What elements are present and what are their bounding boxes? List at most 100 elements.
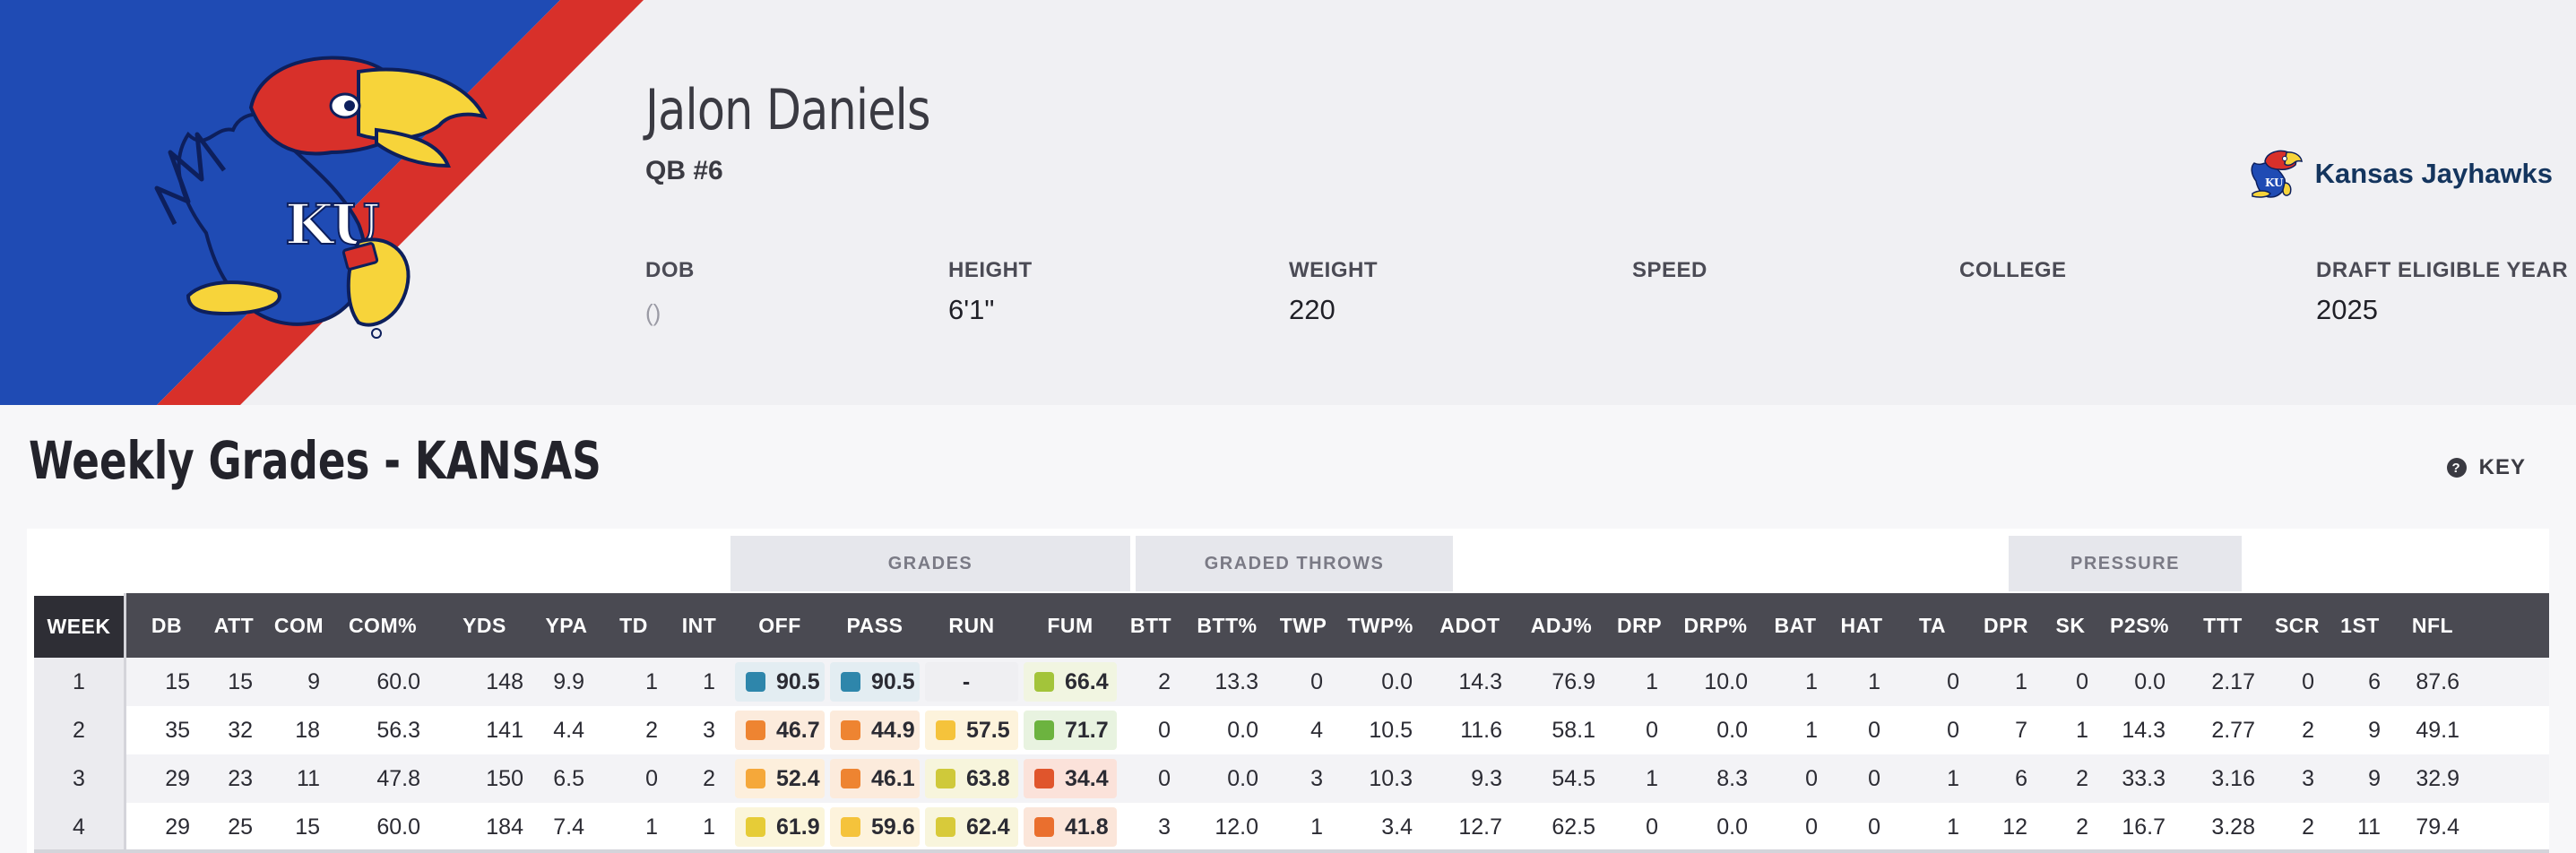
column-header-yds[interactable]: YDS xyxy=(462,613,506,637)
column-header-twp[interactable]: TWP xyxy=(1279,613,1327,637)
column-header-bat[interactable]: BAT xyxy=(1774,613,1817,637)
stat-cell: 3.16 xyxy=(2211,765,2255,791)
column-header-sk[interactable]: SK xyxy=(2055,613,2086,637)
week-cell[interactable]: 4 xyxy=(34,803,124,851)
week-cell[interactable]: 1 xyxy=(34,658,124,706)
stat-cell: 56.3 xyxy=(376,717,420,743)
stat-cell: 11 xyxy=(297,765,320,791)
column-header-pass[interactable]: PASS xyxy=(846,613,903,637)
column-header-com[interactable]: COM xyxy=(273,613,324,637)
column-header-btt[interactable]: BTT xyxy=(1129,613,1172,637)
run-grade[interactable]: 63.8 xyxy=(925,759,1018,798)
fum-grade[interactable]: 34.4 xyxy=(1024,759,1117,798)
player-name: Jalon Daniels xyxy=(645,77,930,142)
stat-cell: 0.0 xyxy=(1227,765,1258,791)
stat-cell: 7.4 xyxy=(553,814,584,840)
column-header-fum[interactable]: FUM xyxy=(1047,613,1094,637)
fum-grade[interactable]: 66.4 xyxy=(1024,662,1117,702)
column-header-nfl[interactable]: NFL xyxy=(2411,613,2454,637)
stat-cell: 6.5 xyxy=(553,765,584,791)
table-header-row: WEEK DB ATT COM COM% YDS YPA TD INT OFF PASS RUN FUM… xyxy=(34,593,2549,658)
grade-color-swatch xyxy=(841,769,860,788)
grade-value: 44.9 xyxy=(871,717,915,743)
stat-cell: 3 xyxy=(703,717,715,743)
grade-color-swatch xyxy=(746,769,765,788)
pass-grade[interactable]: 44.9 xyxy=(830,711,920,750)
off-grade[interactable]: 61.9 xyxy=(735,807,825,847)
week-column-divider xyxy=(124,593,126,853)
week-cell[interactable]: 2 xyxy=(34,706,124,754)
column-header-adot[interactable]: ADOT xyxy=(1439,613,1500,637)
stat-cell: 10.5 xyxy=(1369,717,1413,743)
stat-cell: 18 xyxy=(295,717,320,743)
table-row: 2 35 32 18 56.3 141 4.4 2 3 46.7 44.9 57.5 71.7 0 0.0 4… xyxy=(34,706,2549,754)
stat-cell: 184 xyxy=(486,814,523,840)
stat-cell: 0 xyxy=(1868,814,1880,840)
stat-cell: 0 xyxy=(1158,717,1171,743)
stat-cell: 14.3 xyxy=(1458,668,1502,694)
key-button[interactable]: ? KEY xyxy=(2446,455,2526,480)
column-header-adj-pct[interactable]: ADJ% xyxy=(1530,613,1593,637)
off-grade[interactable]: 46.7 xyxy=(735,711,825,750)
column-header-td[interactable]: TD xyxy=(619,613,648,637)
grade-value: 46.1 xyxy=(871,765,915,791)
week-cell[interactable]: 3 xyxy=(34,754,124,803)
column-header-1st[interactable]: 1ST xyxy=(2340,613,2380,637)
table-row: 3 29 23 11 47.8 150 6.5 0 2 52.4 46.1 63.8 34.4 0 0.0 3… xyxy=(34,754,2549,803)
column-header-com-pct[interactable]: COM% xyxy=(348,613,418,637)
column-header-scr[interactable]: SCR xyxy=(2274,613,2321,637)
height-value: 6'1" xyxy=(948,294,995,325)
stat-cell: 4.4 xyxy=(553,717,584,743)
stat-cell: 2 xyxy=(2076,814,2088,840)
column-header-hat[interactable]: HAT xyxy=(1840,613,1883,637)
run-grade[interactable]: 62.4 xyxy=(925,807,1018,847)
stat-cell: 1 xyxy=(1646,765,1658,791)
stat-cell: 32 xyxy=(228,717,253,743)
column-header-btt-pct[interactable]: BTT% xyxy=(1197,613,1258,637)
grade-color-swatch xyxy=(746,817,765,837)
run-grade[interactable]: - xyxy=(925,662,1018,702)
fum-grade[interactable]: 71.7 xyxy=(1024,711,1117,750)
column-header-db[interactable]: DB xyxy=(151,613,183,637)
stat-cell: 12.0 xyxy=(1215,814,1258,840)
column-header-ypa[interactable]: YPA xyxy=(545,613,588,637)
speed-label: SPEED xyxy=(1632,258,1707,282)
weight-value: 220 xyxy=(1289,294,1336,325)
column-groups: GRADES GRADED THROWS PRESSURE xyxy=(27,536,2549,591)
stat-cell: 0 xyxy=(1310,668,1323,694)
off-grade[interactable]: 90.5 xyxy=(735,662,825,702)
column-header-att[interactable]: ATT xyxy=(213,613,255,637)
stat-cell: 16.7 xyxy=(2122,814,2165,840)
column-header-p2s-pct[interactable]: P2S% xyxy=(2110,613,2169,637)
column-header-twp-pct[interactable]: TWP% xyxy=(1347,613,1413,637)
column-header-drp-pct[interactable]: DRP% xyxy=(1683,613,1748,637)
fum-grade[interactable]: 41.8 xyxy=(1024,807,1117,847)
grade-color-swatch xyxy=(1034,769,1054,788)
column-header-off[interactable]: OFF xyxy=(758,613,801,637)
stat-cell: 0 xyxy=(1868,717,1880,743)
stat-cell: 0.0 xyxy=(1381,668,1413,694)
pass-grade[interactable]: 46.1 xyxy=(830,759,920,798)
help-circle-icon: ? xyxy=(2446,458,2467,478)
group-graded-throws: GRADED THROWS xyxy=(1136,536,1453,591)
column-header-ttt[interactable]: TTT xyxy=(2203,613,2243,637)
pass-grade[interactable]: 90.5 xyxy=(830,662,920,702)
run-grade[interactable]: 57.5 xyxy=(925,711,1018,750)
table-row: 4 29 25 15 60.0 184 7.4 1 1 61.9 59.6 62.4 41.8 3 12.0… xyxy=(34,803,2549,851)
column-header-ta[interactable]: TA xyxy=(1919,613,1946,637)
stat-cell: 0.0 xyxy=(1716,814,1748,840)
pass-grade[interactable]: 59.6 xyxy=(830,807,920,847)
column-header-run[interactable]: RUN xyxy=(948,613,995,637)
stat-cell: 2 xyxy=(2302,814,2314,840)
off-grade[interactable]: 52.4 xyxy=(735,759,825,798)
dob-value: () xyxy=(645,299,661,326)
column-header-week[interactable]: WEEK xyxy=(34,593,124,658)
column-header-drp[interactable]: DRP xyxy=(1616,613,1663,637)
grade-color-swatch xyxy=(1034,672,1054,692)
column-header-int[interactable]: INT xyxy=(681,613,717,637)
column-header-dpr[interactable]: DPR xyxy=(1983,613,2029,637)
stat-cell: 9 xyxy=(2368,717,2381,743)
team-link[interactable]: KU Kansas Jayhawks xyxy=(2245,147,2553,201)
grade-color-swatch xyxy=(841,817,860,837)
grade-color-swatch xyxy=(841,720,860,740)
